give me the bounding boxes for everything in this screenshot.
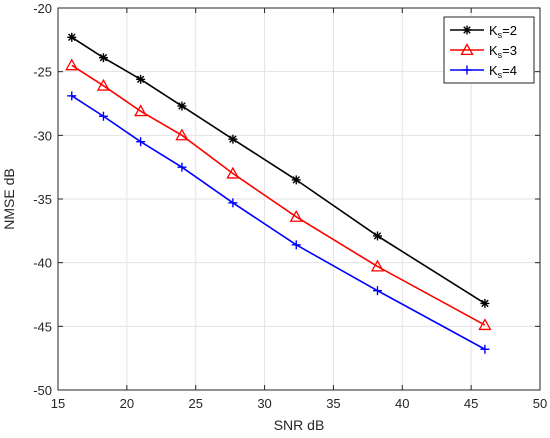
x-tick-label: 25 [188, 396, 202, 411]
data-point [98, 53, 108, 63]
plus-marker [480, 344, 490, 354]
asterisk-marker [291, 175, 301, 185]
x-tick-label: 40 [395, 396, 409, 411]
asterisk-marker [480, 298, 490, 308]
y-tick-label: -25 [33, 65, 52, 80]
data-point [67, 91, 77, 101]
data-point [478, 318, 492, 331]
x-tick-label: 20 [120, 396, 134, 411]
series-line [71, 36, 486, 305]
triangle-marker [460, 43, 474, 56]
data-point [228, 198, 238, 208]
data-point [177, 101, 187, 111]
y-axis-label: NMSE dB [1, 168, 17, 229]
legend-item: Ks=4 [450, 63, 517, 80]
asterisk-marker [228, 134, 238, 144]
data-point [370, 259, 385, 272]
asterisk-marker [462, 25, 472, 35]
data-point [65, 58, 79, 71]
series-1 [67, 32, 490, 308]
axes: 15 20 25 30 35 40 45 50 -50 -45 -40 -35 -30 -25 -20 [33, 1, 547, 411]
data-point [98, 111, 108, 121]
data-point [96, 78, 111, 91]
data-point [372, 231, 382, 241]
data-point [372, 286, 382, 296]
x-tick-label: 45 [464, 396, 478, 411]
data-point [228, 134, 238, 144]
triangle-marker [370, 259, 385, 272]
data-point [175, 128, 189, 141]
y-tick-label: -30 [33, 128, 52, 143]
asterisk-marker [372, 231, 382, 241]
y-tick-label: -45 [33, 319, 52, 334]
legend: Ks=2 Ks=3 Ks=4 [443, 16, 535, 84]
data-point [177, 162, 187, 172]
triangle-marker [134, 104, 148, 117]
legend-label: Ks=4 [489, 63, 517, 80]
data-point [289, 209, 303, 222]
plus-marker [67, 91, 77, 101]
plus-marker [228, 198, 238, 208]
data-point [291, 240, 301, 250]
data-point [480, 298, 490, 308]
data-point [136, 74, 146, 84]
triangle-marker [65, 58, 79, 71]
data-point [226, 166, 240, 179]
data-point [136, 137, 146, 147]
triangle-marker [96, 78, 111, 91]
plus-marker [291, 240, 301, 250]
y-tick-label: -50 [33, 383, 52, 398]
x-tick-label: 15 [51, 396, 65, 411]
data-point [134, 104, 148, 117]
plus-marker [98, 111, 108, 121]
plus-marker [177, 162, 187, 172]
data-point [291, 175, 301, 185]
x-tick-label: 35 [326, 396, 340, 411]
asterisk-marker [136, 74, 146, 84]
series-line [71, 95, 486, 350]
y-tick-label: -40 [33, 256, 52, 271]
series-2 [65, 58, 492, 331]
y-tick-label: -20 [33, 1, 52, 16]
asterisk-marker [98, 53, 108, 63]
triangle-marker [289, 209, 303, 222]
data-point [67, 32, 77, 42]
plus-marker [462, 65, 472, 75]
legend-item: Ks=2 [450, 23, 517, 40]
x-tick-label: 50 [533, 396, 547, 411]
triangle-marker [175, 128, 189, 141]
series-line [71, 64, 486, 326]
triangle-marker [226, 166, 240, 179]
series-3 [67, 91, 490, 354]
asterisk-marker [177, 101, 187, 111]
series-lines [65, 32, 492, 354]
x-tick-label: 30 [257, 396, 271, 411]
y-tick-label: -35 [33, 192, 52, 207]
asterisk-marker [67, 32, 77, 42]
legend-label: Ks=2 [489, 23, 517, 40]
triangle-marker [478, 318, 492, 331]
data-point [480, 344, 490, 354]
x-axis-label: SNR dB [274, 417, 325, 433]
legend-item: Ks=3 [450, 43, 517, 60]
legend-label: Ks=3 [489, 43, 517, 60]
plus-marker [372, 286, 382, 296]
plus-marker [136, 137, 146, 147]
